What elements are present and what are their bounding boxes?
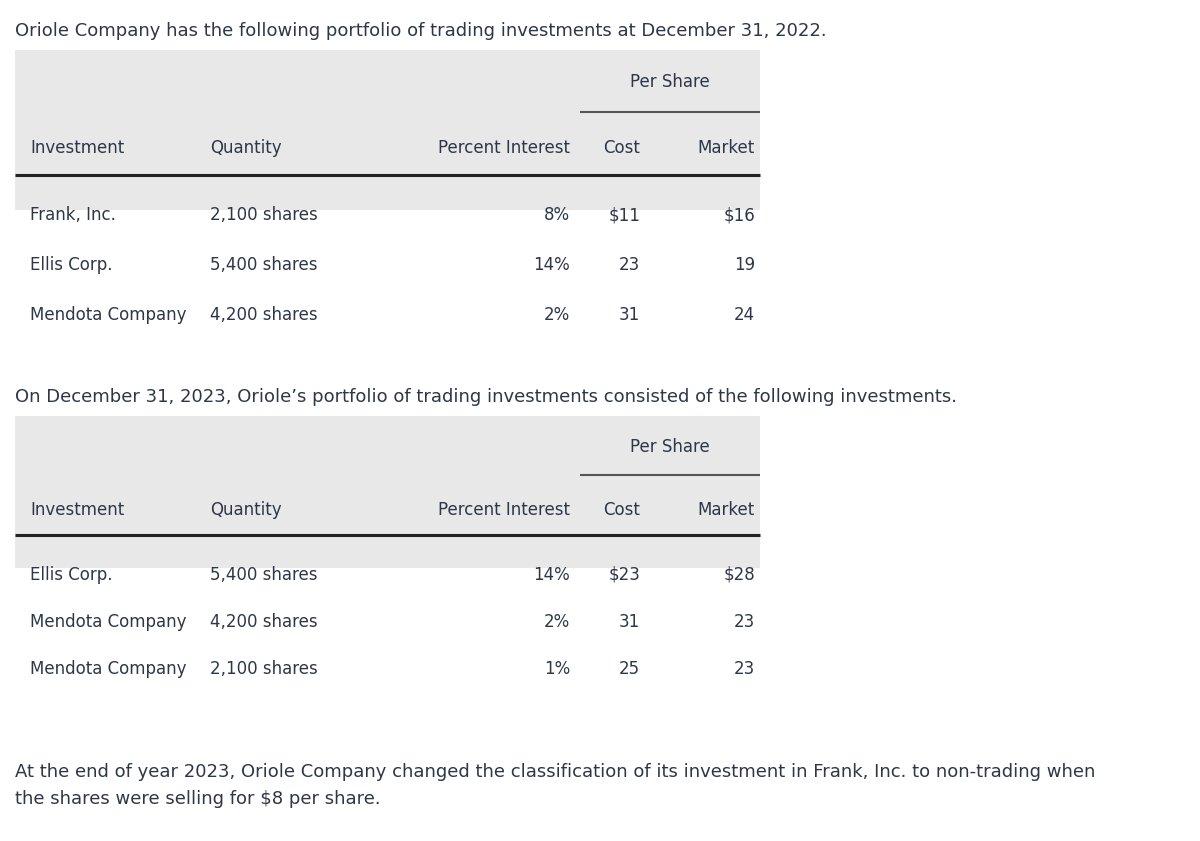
Text: Per Share: Per Share [630, 438, 710, 456]
Bar [14, 416, 760, 568]
Text: Cost: Cost [604, 139, 640, 157]
Text: At the end of year 2023, Oriole Company changed the classification of its invest: At the end of year 2023, Oriole Company … [14, 763, 1096, 781]
Text: 23: 23 [733, 613, 755, 631]
Text: Ellis Corp.: Ellis Corp. [30, 566, 113, 584]
Text: 2%: 2% [544, 306, 570, 324]
Text: 1%: 1% [544, 660, 570, 678]
Text: 8%: 8% [544, 206, 570, 224]
Text: $28: $28 [724, 566, 755, 584]
Text: Mendota Company: Mendota Company [30, 660, 186, 678]
Bar [14, 50, 760, 210]
Text: Quantity: Quantity [210, 139, 282, 157]
Text: 23: 23 [619, 256, 640, 274]
Text: Market: Market [697, 139, 755, 157]
Text: Mendota Company: Mendota Company [30, 613, 186, 631]
Text: 2%: 2% [544, 613, 570, 631]
Text: On December 31, 2023, Oriole’s portfolio of trading investments consisted of the: On December 31, 2023, Oriole’s portfolio… [14, 388, 958, 406]
Text: 5,400 shares: 5,400 shares [210, 256, 318, 274]
Text: Cost: Cost [604, 501, 640, 519]
Text: 14%: 14% [533, 256, 570, 274]
Text: 2,100 shares: 2,100 shares [210, 206, 318, 224]
Text: 23: 23 [733, 660, 755, 678]
Text: $23: $23 [608, 566, 640, 584]
Text: Oriole Company has the following portfolio of trading investments at December 31: Oriole Company has the following portfol… [14, 22, 827, 40]
Text: $11: $11 [608, 206, 640, 224]
Text: Market: Market [697, 501, 755, 519]
Text: Investment: Investment [30, 139, 125, 157]
Text: Percent Interest: Percent Interest [438, 139, 570, 157]
Text: 31: 31 [619, 306, 640, 324]
Text: 4,200 shares: 4,200 shares [210, 613, 318, 631]
Text: Frank, Inc.: Frank, Inc. [30, 206, 116, 224]
Text: Mendota Company: Mendota Company [30, 306, 186, 324]
Text: 25: 25 [619, 660, 640, 678]
Text: 14%: 14% [533, 566, 570, 584]
Text: Investment: Investment [30, 501, 125, 519]
Text: Percent Interest: Percent Interest [438, 501, 570, 519]
Text: Ellis Corp.: Ellis Corp. [30, 256, 113, 274]
Text: Quantity: Quantity [210, 501, 282, 519]
Text: 24: 24 [734, 306, 755, 324]
Text: 4,200 shares: 4,200 shares [210, 306, 318, 324]
Text: 5,400 shares: 5,400 shares [210, 566, 318, 584]
Text: Per Share: Per Share [630, 73, 710, 91]
Text: 2,100 shares: 2,100 shares [210, 660, 318, 678]
Text: the shares were selling for $8 per share.: the shares were selling for $8 per share… [14, 790, 380, 808]
Text: $16: $16 [724, 206, 755, 224]
Text: 19: 19 [734, 256, 755, 274]
Text: 31: 31 [619, 613, 640, 631]
